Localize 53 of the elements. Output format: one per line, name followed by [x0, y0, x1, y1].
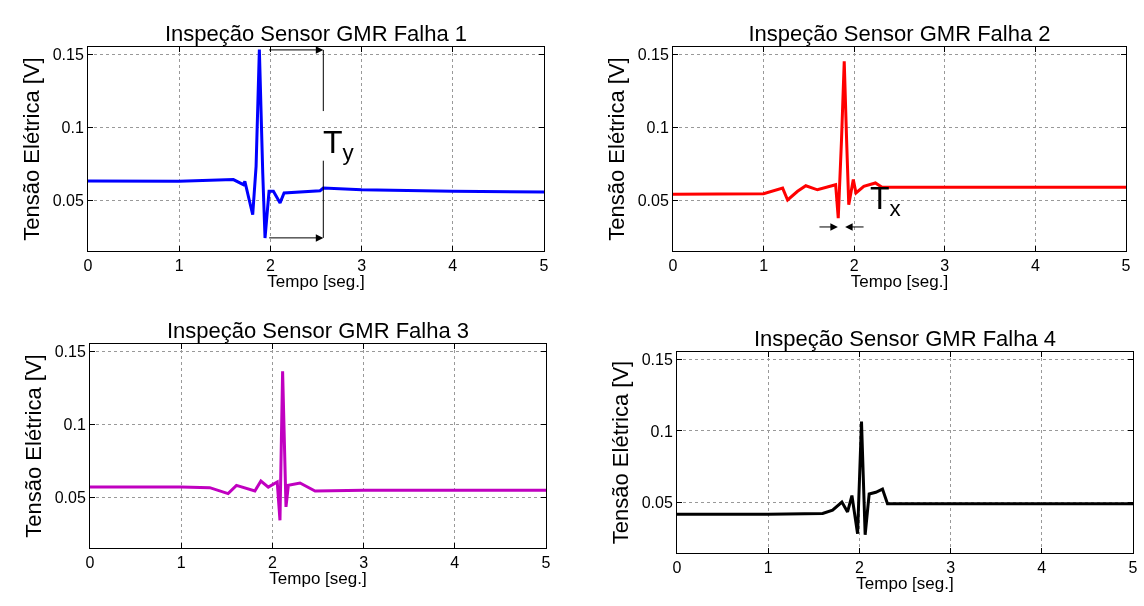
y-tick-label: 0.05	[52, 191, 84, 209]
x-tick-label: 0	[85, 554, 95, 572]
x-tick-label: 1	[176, 554, 186, 572]
y-tick-label: 0.15	[637, 45, 669, 63]
x-axis-title: Tempo [seg.]	[856, 574, 954, 593]
x-tick-label: 5	[539, 257, 549, 275]
x-tick-label: 2	[265, 257, 275, 275]
y-axis-title: Tensão Elétrica [V]	[21, 354, 47, 538]
line-series	[90, 369, 546, 522]
annotation: T$_{x}$	[870, 180, 901, 221]
x-tick-label: 4	[448, 257, 458, 275]
x-tick-label: 3	[357, 257, 367, 275]
x-axis-title: Tempo [seg.]	[267, 272, 365, 291]
x-tick-label: 0	[668, 257, 678, 275]
x-tick-label: 2	[267, 554, 277, 572]
x-axis-title: Tempo [seg.]	[850, 272, 949, 291]
x-tick-label: 2	[854, 559, 864, 577]
y-axis-title: Tensão Elétrica [V]	[608, 360, 634, 545]
chart-title: Inspeção Sensor GMR Falha 3	[166, 318, 470, 343]
line-series	[88, 48, 544, 240]
y-axis-title: Tensão Elétrica [V]	[19, 57, 45, 241]
x-tick-label: 2	[849, 257, 859, 275]
x-tick-label: 4	[1030, 257, 1040, 275]
y-tick-label: 0.1	[650, 422, 673, 440]
y-tick-label: 0.15	[52, 45, 84, 63]
annotation: T$_{y}$	[323, 124, 355, 165]
x-axis-title: Tempo [seg.]	[269, 569, 367, 588]
x-tick-label: 3	[940, 257, 950, 275]
x-tick-label: 5	[1128, 559, 1138, 577]
x-tick-label: 5	[1121, 257, 1131, 275]
y-tick-label: 0.1	[646, 118, 669, 136]
y-tick-label: 0.15	[641, 350, 673, 368]
y-tick-label: 0.1	[63, 415, 86, 433]
y-axis-title: Tensão Elétrica [V]	[604, 57, 630, 241]
y-tick-label: 0.15	[54, 342, 86, 360]
chart-title: Inspeção Sensor GMR Falha 4	[753, 326, 1057, 351]
line-series	[673, 59, 1126, 220]
x-tick-label: 4	[1037, 559, 1047, 577]
x-tick-label: 1	[174, 257, 184, 275]
chart-title: Inspeção Sensor GMR Falha 1	[164, 21, 468, 46]
x-tick-label: 5	[541, 554, 551, 572]
x-tick-label: 0	[672, 559, 682, 577]
x-tick-label: 0	[83, 257, 93, 275]
x-tick-label: 3	[359, 554, 369, 572]
x-tick-label: 3	[946, 559, 956, 577]
x-tick-label: 1	[759, 257, 769, 275]
y-tick-label: 0.05	[641, 494, 673, 512]
x-tick-label: 1	[763, 559, 773, 577]
y-tick-label: 0.05	[54, 488, 86, 506]
x-tick-label: 4	[450, 554, 460, 572]
y-tick-label: 0.05	[637, 191, 669, 209]
chart-title: Inspeção Sensor GMR Falha 2	[748, 21, 1051, 46]
y-tick-label: 0.1	[61, 118, 84, 136]
